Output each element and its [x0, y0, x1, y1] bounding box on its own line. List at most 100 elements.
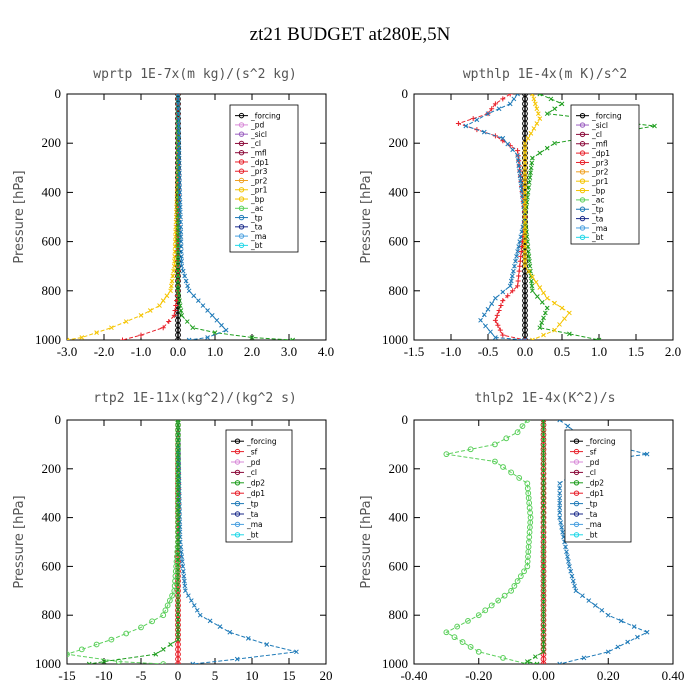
panel-4-series-tp-point	[557, 661, 563, 664]
panel-3-legend-item-bt: _bt	[246, 531, 259, 540]
panel-2-legend-item-ma: _ma	[591, 224, 608, 233]
panel-1-y-label: Pressure [hPa]	[12, 170, 27, 263]
panel-4-legend-item-sf: _sf	[585, 447, 597, 456]
panel-3-series-dp2-point	[175, 617, 181, 622]
panel-4-series-tp-point	[644, 629, 650, 635]
panel-1-series-dp1-point	[174, 298, 180, 304]
panel-4-legend-box	[564, 429, 632, 543]
panel-1-series-tp-point	[195, 298, 201, 303]
panel-3-y-label: Pressure [hPa]	[12, 495, 27, 588]
panel-4-series-dp1-point	[465, 617, 471, 624]
panel-4-y-tick-label: 1000	[382, 656, 408, 671]
panel-2-series-tp-point	[485, 111, 491, 117]
panel-4-series-tp-point	[644, 451, 650, 457]
panel-2-series-tp-point	[517, 173, 523, 179]
panel-2-legend-marker	[579, 197, 586, 203]
panel-4-series-dp2-point	[541, 437, 546, 443]
panel-3-series-dp1-point	[78, 646, 85, 653]
panel-2-legend: _forcing_sicl_cl_mfl_dp1_pr3_pr2_pr1_bp_…	[570, 104, 640, 245]
panel-1-series-pr1-point	[171, 263, 177, 269]
panel-4-series-tp-point	[557, 490, 563, 496]
panel-1-series-tp-point	[177, 190, 183, 195]
panel-1-series-pr1-point	[109, 325, 114, 331]
panel-4-series-dp1-point	[503, 435, 510, 442]
panel-2-series-dp1-point	[515, 278, 521, 284]
panel-2-series-dp1-point	[518, 253, 524, 259]
panel-3-legend-item-forcing: _forcing	[246, 437, 277, 446]
panel-3-series-dp2-point	[175, 467, 181, 473]
panel-1-series-pr1-point	[79, 335, 85, 340]
panel-4-series-tp-point	[567, 564, 572, 569]
panel-2-series-pr1-point	[522, 209, 528, 215]
panel-2-series-pr1-point	[533, 101, 538, 107]
panel-2-series-dp1-line	[456, 94, 526, 340]
panel-4-series-dp2-point	[541, 493, 546, 498]
panel-2-series-tp-point	[485, 306, 491, 312]
panel-2-series-pr1-point	[522, 160, 528, 166]
panel-2-series-tp-point	[474, 117, 480, 123]
panel-4-y-tick-label: 600	[389, 558, 409, 573]
panel-1-series-pr1-point	[172, 258, 177, 264]
panel-2-series-tp-point	[516, 163, 522, 169]
panel-1-series-ac-point	[177, 298, 182, 303]
panel-1-series-ac-point	[175, 278, 181, 284]
panel-1-series-pr1-point	[160, 298, 166, 303]
panel-3-series-dp2-point	[101, 659, 107, 664]
panel-2-legend-marker	[579, 122, 586, 128]
panel-2-legend-item-dp1: _dp1	[591, 149, 610, 158]
panel-1-series-ac-point	[175, 263, 181, 268]
panel-4-series-tp-point	[557, 510, 563, 516]
panel-2-series-pr1-point	[522, 170, 528, 176]
panel-4-series-tp-point	[557, 500, 563, 506]
panel-2-series-dp1-point	[515, 148, 521, 154]
panel-2-series-tp-point	[508, 278, 514, 284]
panel-3-series-dp2-point	[175, 477, 181, 483]
panel-2-legend-item-bt: _bt	[591, 233, 604, 242]
panel-4-series-dp1-point	[443, 629, 450, 636]
panel-3-series-dp1-point	[67, 651, 70, 658]
panel-4-series-dp1-point	[524, 563, 531, 570]
panel-2-series-tp-point	[512, 263, 517, 269]
panel-2-series-pr1-point	[531, 96, 537, 102]
panel-2-series-dp1-point	[455, 121, 461, 127]
panel-2-series-pr1-point	[522, 244, 528, 249]
panel-4-series-dp1-point	[475, 612, 482, 619]
panel-2-series-pr1-point	[522, 263, 528, 269]
panel-1-series-tp-point	[176, 160, 182, 166]
panel-1-series-dp1-point	[172, 307, 178, 313]
panel-2-series-tp-point	[515, 94, 520, 97]
panel-2-frame	[413, 93, 674, 341]
panel-2-legend-marker	[579, 112, 586, 119]
panel-1-series-tp-point	[223, 327, 229, 333]
panel-2-legend-marker	[579, 187, 586, 194]
panel-4-series-dp2-point	[541, 518, 546, 524]
panel-4-series-dp2-point	[541, 452, 546, 458]
panel-1-series-pr1-point	[123, 319, 129, 324]
panel-1-series-tp-point	[186, 288, 192, 294]
panel-1-series-tp-point	[178, 224, 184, 230]
panel-2-series-ac-point	[652, 123, 657, 129]
panel-4-legend-item-dp1: _dp1	[585, 489, 604, 498]
panel-3-series-dp2-point	[175, 492, 181, 498]
panel-2-series-pr1-point	[552, 300, 557, 306]
panel-3-y-tick-label: 400	[42, 510, 62, 525]
panel-2-series-tp-line	[464, 94, 526, 340]
panel-3-series-dp2-point	[175, 602, 181, 608]
panel-2-legend-item-pr1: _pr1	[591, 177, 609, 186]
panel-3-series-dp2-point	[175, 607, 181, 613]
panel-4-x-tick-label: -0.40	[400, 668, 427, 683]
panel-1-series-pr1-point	[170, 273, 176, 279]
panel-1-series-dp1-point	[160, 325, 166, 331]
panel-2-legend-marker	[579, 234, 586, 241]
panel-2-series-dp1-point	[496, 307, 502, 313]
panel-2-series-pr1-point	[522, 155, 528, 161]
panel-2-legend-marker	[579, 178, 586, 184]
panel-2-series-tp-point	[507, 283, 513, 289]
panel-2-series-ac-point	[541, 315, 546, 321]
panel-2-series-ac-point	[596, 337, 602, 340]
panel-3-y-tick-label: 200	[42, 461, 62, 476]
panel-3-legend-item-sf: _sf	[246, 447, 258, 456]
panel-4-series-dp1-point	[508, 587, 515, 594]
panel-3-series-dp2-point	[175, 497, 181, 503]
panel-1-y-tick-label: 1000	[35, 332, 61, 347]
